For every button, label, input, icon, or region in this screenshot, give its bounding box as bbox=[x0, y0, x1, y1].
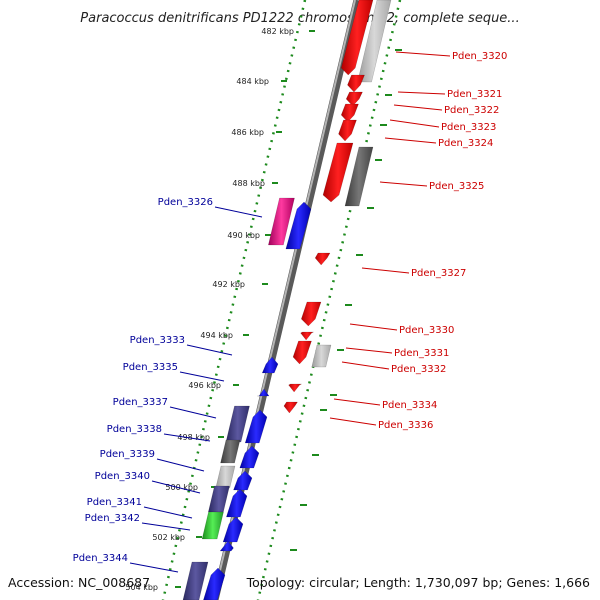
tick-label: 496 kbp bbox=[188, 381, 221, 390]
reverse-gene[interactable] bbox=[257, 388, 270, 397]
forward-gene[interactable] bbox=[345, 91, 363, 107]
tick-tracks bbox=[161, 0, 402, 600]
forward-gene[interactable] bbox=[288, 383, 302, 393]
leader-line bbox=[141, 522, 191, 531]
gene-label-forward[interactable]: Pden_3322 bbox=[444, 105, 499, 116]
gene-label-reverse[interactable]: Pden_3341 bbox=[87, 497, 142, 508]
reverse-gene[interactable] bbox=[239, 445, 260, 469]
gene-label-forward[interactable]: Pden_3325 bbox=[429, 181, 484, 192]
reverse-gene-gray[interactable] bbox=[215, 465, 236, 489]
forward-gene[interactable] bbox=[338, 119, 357, 142]
reverse-gene-purple[interactable] bbox=[208, 485, 230, 513]
reverse-gene[interactable] bbox=[219, 540, 234, 552]
forward-gene[interactable] bbox=[322, 142, 354, 203]
forward-gene[interactable] bbox=[300, 331, 314, 341]
left-tick-track bbox=[161, 0, 307, 600]
forward-gene[interactable] bbox=[301, 301, 322, 327]
forward-gene-gray[interactable] bbox=[344, 146, 374, 207]
leader-line bbox=[393, 104, 443, 111]
gene-label-reverse[interactable]: Pden_3342 bbox=[85, 513, 140, 524]
leader-line bbox=[395, 51, 451, 57]
tick-label: 500 kbp bbox=[165, 483, 198, 492]
gene-label-forward[interactable]: Pden_3321 bbox=[447, 89, 502, 100]
tick-label: 492 kbp bbox=[212, 280, 245, 289]
reverse-gene[interactable] bbox=[261, 356, 279, 374]
reverse-gene[interactable] bbox=[226, 488, 248, 518]
reverse-gene[interactable] bbox=[244, 409, 268, 444]
leader-line bbox=[214, 206, 263, 218]
tick-label: 494 kbp bbox=[200, 331, 233, 340]
tick-label: 486 kbp bbox=[231, 128, 264, 137]
reverse-gene-gray[interactable] bbox=[220, 439, 241, 464]
forward-gene[interactable] bbox=[292, 340, 312, 365]
reverse-gene-green[interactable] bbox=[201, 511, 224, 540]
leader-line bbox=[156, 458, 205, 472]
leader-line bbox=[333, 398, 381, 406]
tick-labels: 482 kbp 484 kbp 486 kbp 488 kbp 490 kbp 492 k… bbox=[125, 27, 402, 592]
leader-line bbox=[384, 137, 437, 144]
leader-line bbox=[349, 323, 398, 331]
gene-label-reverse[interactable]: Pden_3326 bbox=[158, 197, 213, 208]
tick-label: 498 kbp bbox=[177, 433, 210, 442]
tick-label: 482 kbp bbox=[261, 27, 294, 36]
gene-label-forward[interactable]: Pden_3334 bbox=[382, 400, 437, 411]
gene-label-reverse[interactable]: Pden_3340 bbox=[95, 471, 150, 482]
tick-label: 488 kbp bbox=[232, 179, 265, 188]
gene-label-forward[interactable]: Pden_3336 bbox=[378, 420, 433, 431]
gene-label-reverse[interactable]: Pden_3337 bbox=[113, 397, 168, 408]
map-title: Paracoccus denitrificans PD1222 chromoso… bbox=[80, 11, 519, 26]
forward-gene[interactable] bbox=[340, 103, 359, 123]
tick-label: 504 kbp bbox=[125, 583, 158, 592]
gene-label-forward[interactable]: Pden_3324 bbox=[438, 138, 493, 149]
gene-label-forward[interactable]: Pden_3323 bbox=[441, 122, 496, 133]
tick-label: 490 kbp bbox=[227, 231, 260, 240]
leader-line bbox=[143, 506, 193, 519]
gene-label-reverse[interactable]: Pden_3338 bbox=[107, 424, 162, 435]
forward-gene-gray[interactable] bbox=[311, 344, 332, 368]
genes bbox=[182, 0, 392, 600]
forward-gene[interactable] bbox=[340, 0, 374, 76]
gene-label-reverse[interactable]: Pden_3344 bbox=[73, 553, 128, 564]
gene-label-reverse[interactable]: Pden_3339 bbox=[100, 449, 155, 460]
gene-label-reverse[interactable]: Pden_3333 bbox=[130, 335, 185, 346]
reverse-gene[interactable] bbox=[222, 516, 244, 543]
reverse-gene[interactable] bbox=[203, 567, 226, 600]
leader-line bbox=[341, 361, 390, 370]
leader-line bbox=[389, 119, 440, 128]
reverse-gene-purple[interactable] bbox=[225, 405, 250, 443]
tick-label: 502 kbp bbox=[152, 533, 185, 542]
gene-label-forward[interactable]: Pden_3332 bbox=[391, 364, 446, 375]
genome-summary: Topology: circular; Length: 1,730,097 bp… bbox=[246, 575, 590, 590]
leader-line bbox=[379, 181, 428, 187]
gene-label-forward[interactable]: Pden_3320 bbox=[452, 51, 507, 62]
leader-line bbox=[329, 417, 377, 426]
forward-gene[interactable] bbox=[314, 252, 331, 266]
gene-label-forward[interactable]: Pden_3331 bbox=[394, 348, 449, 359]
tick-label: 484 kbp bbox=[236, 77, 269, 86]
leader-line bbox=[361, 267, 410, 274]
leader-line bbox=[163, 433, 211, 442]
forward-gene-gray[interactable] bbox=[357, 0, 392, 83]
leader-line bbox=[129, 562, 179, 573]
reverse-gene[interactable] bbox=[285, 201, 312, 250]
reverse-gene-magenta[interactable] bbox=[268, 197, 295, 246]
reverse-gene-purple[interactable] bbox=[182, 561, 209, 600]
leader-line bbox=[397, 91, 446, 95]
gene-labels: Pden_3320 Pden_3321 Pden_3322 Pden_3323 Pden… bbox=[73, 51, 507, 573]
gene-label-forward[interactable]: Pden_3330 bbox=[399, 325, 454, 336]
gene-label-forward[interactable]: Pden_3327 bbox=[411, 268, 466, 279]
accession-text: Accession: NC_008687 bbox=[8, 575, 150, 590]
leader-line bbox=[151, 480, 201, 494]
leader-line bbox=[169, 406, 217, 419]
forward-gene[interactable] bbox=[283, 401, 298, 414]
leader-line bbox=[186, 344, 233, 356]
forward-gene[interactable] bbox=[347, 74, 365, 93]
reverse-gene[interactable] bbox=[233, 470, 253, 491]
right-tick-track bbox=[256, 0, 402, 600]
leader-line bbox=[179, 371, 225, 382]
gene-label-reverse[interactable]: Pden_3335 bbox=[123, 362, 178, 373]
leader-line bbox=[345, 347, 393, 354]
